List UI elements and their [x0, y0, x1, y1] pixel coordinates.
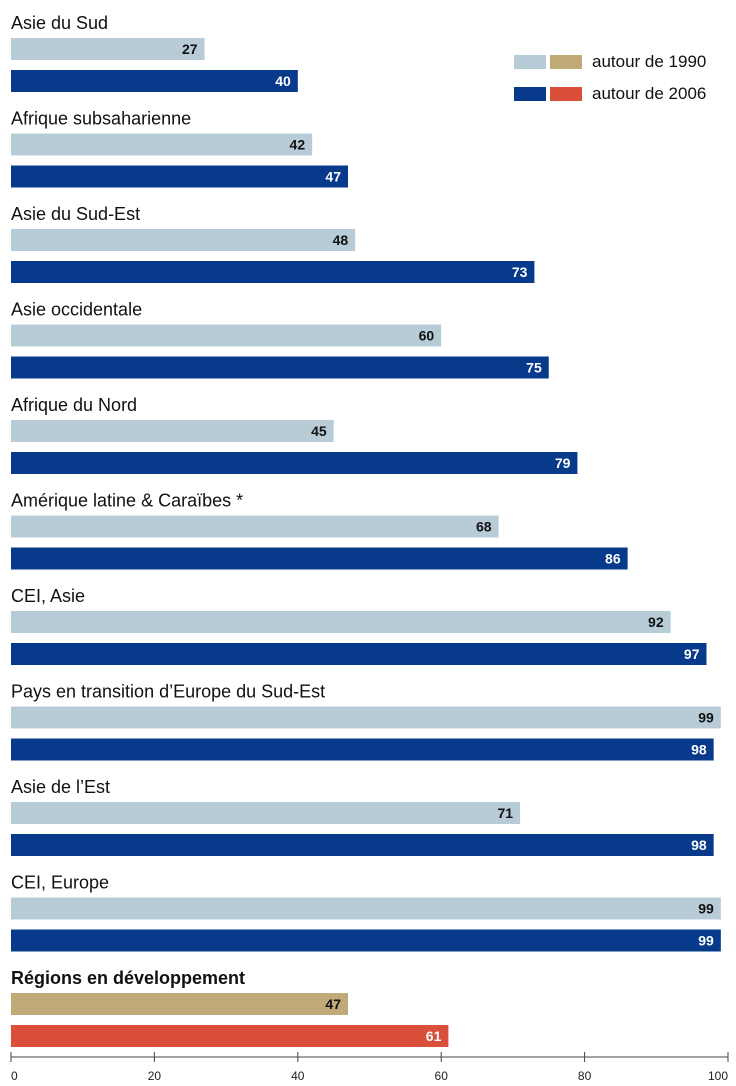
bar-value-label: 99 [698, 901, 714, 917]
bar-2006 [11, 452, 578, 474]
x-tick-label: 20 [148, 1069, 162, 1083]
bar-value-label: 99 [698, 710, 714, 726]
bar-value-label: 75 [526, 360, 542, 376]
bar-value-label: 98 [691, 837, 707, 853]
category-label: CEI, Europe [11, 873, 109, 893]
legend-swatch-2006-developing [550, 87, 582, 101]
bar-2006 [11, 165, 348, 188]
x-tick-label: 60 [435, 1069, 449, 1083]
bar-1990 [11, 611, 671, 633]
bar-2006 [11, 1025, 449, 1047]
x-tick-label: 80 [578, 1069, 592, 1083]
bar-1990 [11, 706, 721, 729]
legend-swatch-2006 [514, 87, 546, 101]
x-tick-label: 0 [11, 1069, 18, 1083]
bar-1990 [11, 229, 356, 251]
bar-value-label: 42 [290, 137, 306, 153]
x-axis: 0 20 40 60 80 100 [10, 1052, 729, 1083]
bar-value-label: 98 [691, 742, 707, 758]
bar-1990 [11, 515, 499, 538]
bar-1990 [11, 324, 442, 347]
bar-1990 [11, 897, 721, 920]
category-label: Asie du Sud [11, 13, 108, 33]
legend-label-2006: autour de 2006 [592, 84, 706, 103]
bar-value-label: 40 [275, 73, 291, 89]
bar-value-label: 79 [555, 455, 571, 471]
category-label: Afrique du Nord [11, 395, 137, 415]
bar-value-label: 48 [333, 232, 349, 248]
bar-value-label: 27 [182, 41, 198, 57]
bar-1990 [11, 802, 521, 824]
bars-layer: Asie du Sud 27 40 Afrique subsaharienne 42 47… [11, 13, 721, 1047]
bar-value-label: 71 [497, 805, 513, 821]
bar-value-label: 68 [476, 519, 492, 535]
bar-2006 [11, 356, 549, 379]
bar-value-label: 47 [325, 996, 341, 1012]
bar-1990 [11, 993, 348, 1015]
legend: autour de 1990 autour de 2006 [514, 52, 706, 103]
bar-2006 [11, 643, 707, 665]
bar-value-label: 92 [648, 614, 664, 630]
legend-label-1990: autour de 1990 [592, 52, 706, 71]
category-label: Régions en développement [11, 968, 245, 988]
bar-value-label: 86 [605, 551, 621, 567]
bar-1990 [11, 133, 313, 156]
category-label: Asie du Sud-Est [11, 204, 140, 224]
bar-2006 [11, 547, 628, 570]
bar-value-label: 99 [698, 933, 714, 949]
bar-2006 [11, 929, 721, 952]
x-tick-label: 100 [708, 1069, 728, 1083]
bar-value-label: 45 [311, 423, 327, 439]
category-label: CEI, Asie [11, 586, 85, 606]
bar-value-label: 61 [426, 1028, 442, 1044]
bar-2006 [11, 70, 298, 92]
category-label: Pays en transition d’Europe du Sud-Est [11, 682, 325, 702]
bar-value-label: 73 [512, 264, 528, 280]
bar-2006 [11, 738, 714, 761]
legend-swatch-1990 [514, 55, 546, 69]
bar-2006 [11, 261, 535, 283]
bar-1990 [11, 38, 205, 60]
bar-value-label: 97 [684, 646, 700, 662]
bar-1990 [11, 420, 334, 442]
category-label: Asie occidentale [11, 300, 142, 320]
category-label: Asie de l’Est [11, 777, 110, 797]
category-label: Amérique latine & Caraïbes * [11, 491, 243, 511]
bar-value-label: 47 [325, 169, 341, 185]
category-label: Afrique subsaharienne [11, 109, 191, 129]
bar-value-label: 60 [419, 328, 435, 344]
legend-swatch-1990-developing [550, 55, 582, 69]
x-tick-label: 40 [291, 1069, 305, 1083]
bar-2006 [11, 834, 714, 856]
